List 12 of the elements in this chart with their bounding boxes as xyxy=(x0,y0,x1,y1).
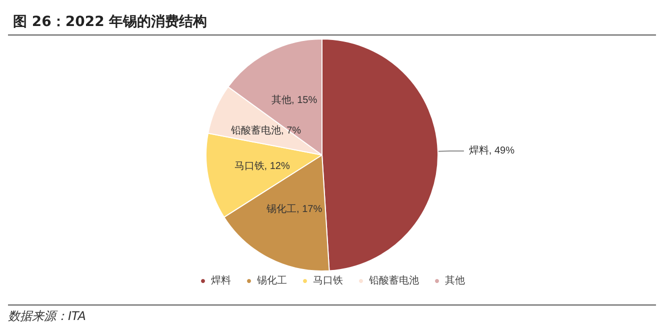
legend-label: 其他 xyxy=(445,274,465,286)
legend-label: 焊料 xyxy=(211,274,231,286)
data-label: 铅酸蓄电池, 7% xyxy=(230,124,302,136)
legend-label: 铅酸蓄电池 xyxy=(368,274,419,286)
source-note: 数据来源：ITA xyxy=(8,309,86,323)
data-label: 锡化工, 17% xyxy=(266,202,322,215)
data-label: 马口铁, 12% xyxy=(234,160,290,172)
legend-label: 锡化工 xyxy=(256,274,287,286)
legend-label: 马口铁 xyxy=(313,274,343,286)
data-label: 焊料, 49% xyxy=(468,144,515,156)
chart-title: 图 26：2022 年锡的消费结构 xyxy=(13,14,208,30)
data-label: 其他, 15% xyxy=(272,94,318,106)
